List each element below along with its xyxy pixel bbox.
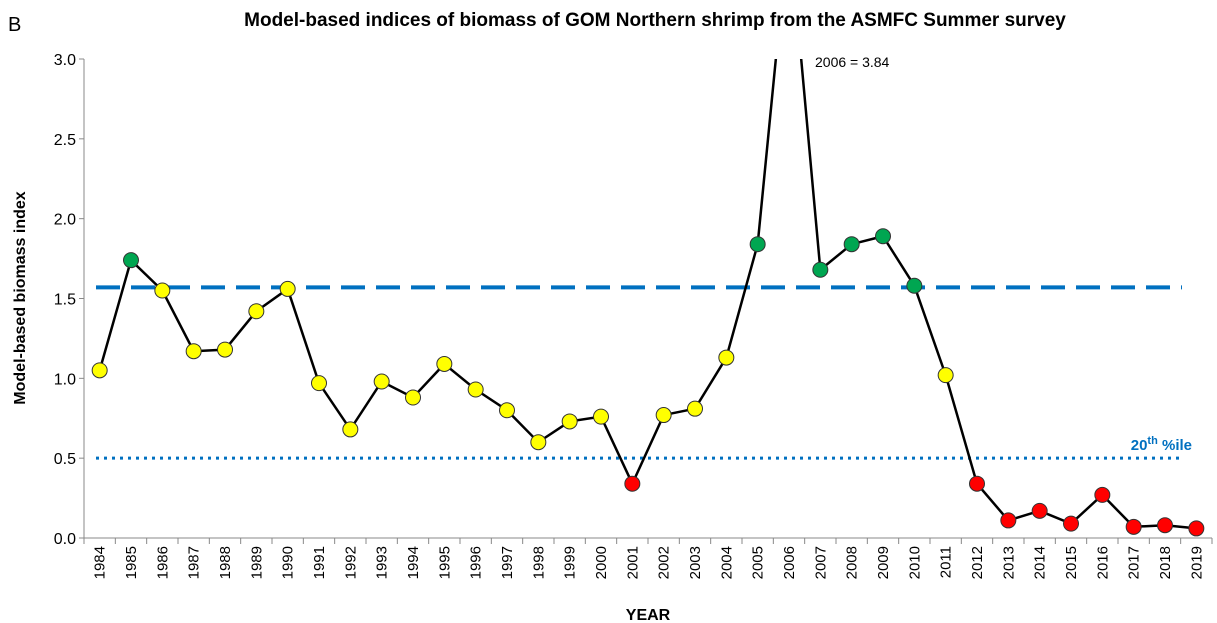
y-tick-label: 0.0 — [54, 531, 76, 548]
data-point — [311, 375, 327, 392]
data-point — [217, 341, 233, 358]
data-point — [937, 367, 954, 384]
data-point — [185, 343, 202, 360]
data-point — [749, 236, 766, 253]
data-point — [1157, 517, 1173, 534]
reference-label-part: 20 — [1131, 437, 1148, 454]
data-point — [499, 402, 515, 419]
x-tick-label: 2017 — [1126, 546, 1143, 579]
y-tick-label: 2.0 — [54, 212, 76, 229]
reference-label: 20th %ile — [1131, 435, 1192, 454]
data-point — [906, 277, 923, 294]
x-tick-label: 2015 — [1063, 546, 1080, 579]
data-point — [561, 413, 578, 430]
data-point — [436, 355, 453, 372]
x-tick-label: 2009 — [875, 546, 892, 579]
data-point — [843, 236, 860, 253]
x-axis-label: YEAR — [626, 607, 671, 623]
x-tick-label: 1996 — [468, 546, 485, 579]
x-tick-label: 1984 — [92, 546, 109, 579]
data-point — [812, 261, 829, 278]
x-tick-label: 2019 — [1188, 546, 1205, 579]
x-tick-label: 1989 — [248, 546, 265, 579]
x-tick-label: 1995 — [436, 546, 453, 579]
x-tick-label: 1990 — [280, 546, 297, 579]
data-line — [98, 59, 1197, 530]
x-tick-label: 1998 — [530, 546, 547, 579]
x-tick-label: 2007 — [812, 546, 829, 579]
data-point — [342, 421, 359, 438]
annotation: 2006 = 3.84 — [815, 54, 890, 70]
x-tick-label: 2008 — [844, 546, 861, 579]
x-tick-label: 2005 — [750, 546, 767, 579]
x-tick-label: 1988 — [217, 546, 234, 579]
y-tick-label: 3.0 — [54, 52, 76, 69]
data-point — [248, 303, 265, 320]
x-tick-label: 1997 — [499, 546, 516, 579]
data-point — [467, 381, 484, 398]
data-point — [969, 475, 985, 492]
data-point — [718, 349, 735, 366]
data-point — [1000, 512, 1017, 529]
data-point — [875, 228, 891, 245]
x-tick-label: 2002 — [656, 546, 673, 579]
chart-title: Model-based indices of biomass of GOM No… — [244, 10, 1066, 31]
x-tick-label: 1991 — [311, 546, 328, 579]
x-tick-label: 1985 — [123, 546, 140, 579]
data-point — [91, 362, 108, 379]
x-tick-label: 2006 — [781, 546, 798, 579]
x-tick-label: 2012 — [969, 546, 986, 579]
x-tick-label: 1992 — [342, 546, 359, 579]
y-axis-label: Model-based biomass index — [12, 191, 29, 404]
y-tick-label: 0.5 — [54, 451, 76, 468]
data-point — [1031, 502, 1048, 519]
reference-label-part: %ile — [1158, 437, 1192, 454]
x-tick-label: 1993 — [374, 546, 391, 579]
x-tick-label: 2011 — [938, 546, 955, 578]
x-tick-label: 1986 — [154, 546, 171, 579]
data-point — [154, 282, 171, 299]
plot-area — [91, 59, 1205, 537]
reference-label-part: th — [1147, 435, 1158, 447]
y-tick-label: 1.0 — [54, 371, 76, 388]
data-point — [687, 400, 703, 417]
y-tick-label: 2.5 — [54, 132, 76, 149]
data-point — [530, 434, 547, 451]
y-tick-label: 1.5 — [54, 292, 76, 309]
data-point — [1063, 515, 1079, 532]
data-point — [1094, 486, 1111, 503]
x-tick-label: 2000 — [593, 546, 610, 579]
x-tick-label: 2013 — [1000, 546, 1017, 579]
panel-label: B — [8, 14, 21, 36]
data-point — [405, 389, 421, 406]
x-tick-label: 2018 — [1157, 546, 1174, 579]
data-point — [624, 475, 641, 492]
x-tick-label: 2004 — [718, 546, 735, 579]
x-tick-label: 1999 — [562, 546, 579, 579]
data-point — [655, 407, 672, 424]
data-point — [279, 280, 296, 297]
x-tick-label: 2003 — [687, 546, 704, 579]
x-tick-label: 2001 — [624, 546, 641, 579]
x-tick-label: 1994 — [405, 546, 422, 579]
data-point — [373, 373, 390, 390]
x-tick-label: 2010 — [906, 546, 923, 579]
data-point — [1188, 520, 1205, 537]
x-tick-label: 2016 — [1094, 546, 1111, 579]
x-tick-label: 2014 — [1032, 546, 1049, 579]
data-point — [1125, 518, 1142, 535]
data-point — [593, 408, 609, 425]
x-tick-label: 1987 — [186, 546, 203, 579]
data-point — [123, 252, 139, 269]
